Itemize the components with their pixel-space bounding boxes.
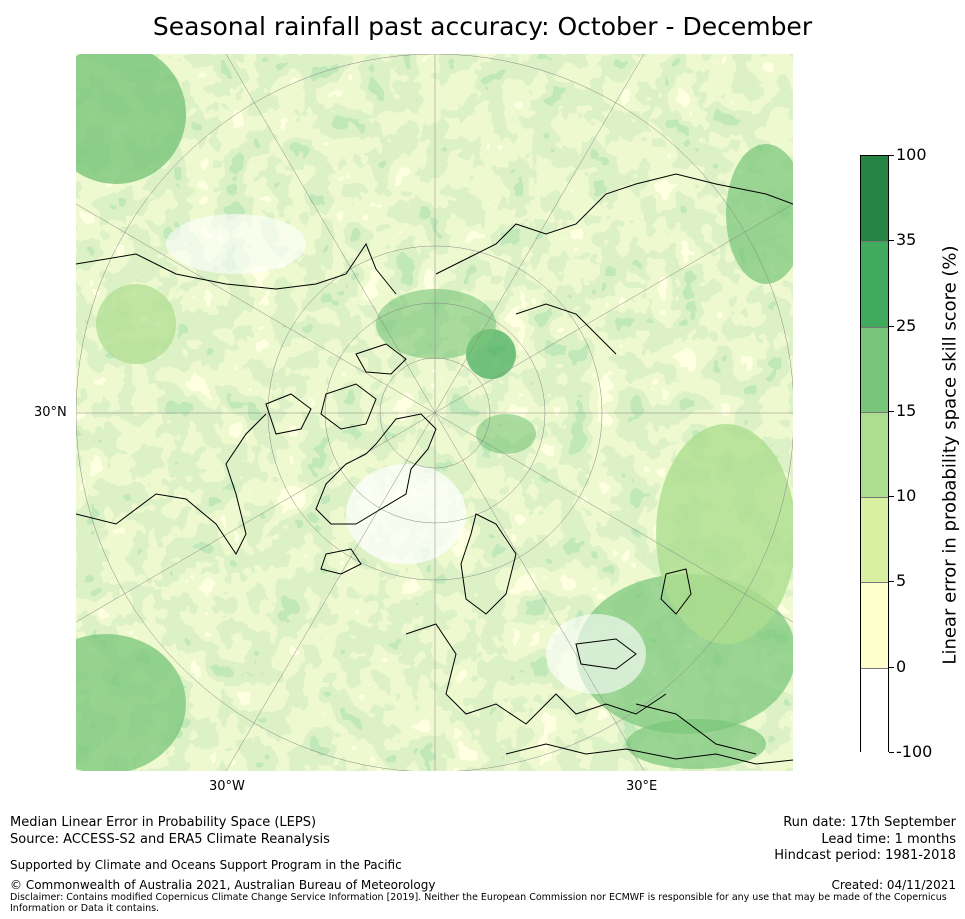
lon-label-30w: 30°W	[209, 779, 245, 794]
coastlines	[76, 173, 793, 765]
colorbar-segment	[861, 497, 888, 583]
colorbar-segment	[861, 582, 888, 668]
colorbar-tick-mark	[889, 240, 894, 242]
polar-map	[76, 54, 793, 771]
footer-source-line: Source: ACCESS-S2 and ERA5 Climate Reana…	[10, 832, 330, 847]
lead-time: Lead time: 1 months	[821, 832, 956, 847]
colorbar-segment	[861, 156, 888, 242]
colorbar-tick-label: 35	[896, 230, 917, 250]
colorbar-segment	[861, 411, 888, 498]
colorbar-tick-label: 15	[896, 400, 917, 420]
colorbar	[860, 155, 889, 753]
lon-label-30e: 30°E	[626, 779, 658, 794]
colorbar-tick-label: 0	[896, 656, 907, 676]
colorbar-tick-label: -100	[896, 742, 933, 761]
colorbar-tick-mark	[889, 410, 894, 412]
run-date: Run date: 17th September	[783, 815, 956, 830]
colorbar-tick-mark	[889, 581, 894, 583]
footer-disclaimer-cont: Information or Data it contains.	[10, 903, 160, 914]
colorbar-tick-mark	[889, 155, 894, 156]
graticule	[76, 54, 793, 771]
colorbar-tick-label: 5	[896, 571, 907, 591]
colorbar-tick-mark	[889, 752, 894, 753]
footer-support-line: Supported by Climate and Oceans Support …	[10, 858, 402, 872]
hindcast-period: Hindcast period: 1981-2018	[774, 848, 956, 863]
colorbar-tick-mark	[889, 666, 894, 668]
map-title: Seasonal rainfall past accuracy: October…	[152, 12, 813, 41]
colorbar-tick-label: 25	[896, 315, 917, 335]
colorbar-tick-mark	[889, 325, 894, 327]
footer-leps-line: Median Linear Error in Probability Space…	[10, 815, 317, 830]
colorbar-label: Linear error in probability space skill …	[939, 245, 961, 665]
colorbar-segment	[861, 241, 888, 327]
created-date: Created: 04/11/2021	[831, 878, 956, 892]
lat-label-30n: 30°N	[34, 405, 67, 420]
colorbar-tick-label: 100	[896, 145, 927, 164]
footer-copyright: © Commonwealth of Australia 2021, Austra…	[10, 878, 436, 892]
colorbar-tick-label: 10	[896, 486, 917, 506]
footer-disclaimer: Disclaimer: Contains modified Copernicus…	[10, 892, 947, 903]
colorbar-segment	[861, 326, 888, 412]
colorbar-segment	[861, 667, 888, 753]
colorbar-tick-mark	[889, 496, 894, 498]
high-skill-regions	[76, 54, 793, 771]
